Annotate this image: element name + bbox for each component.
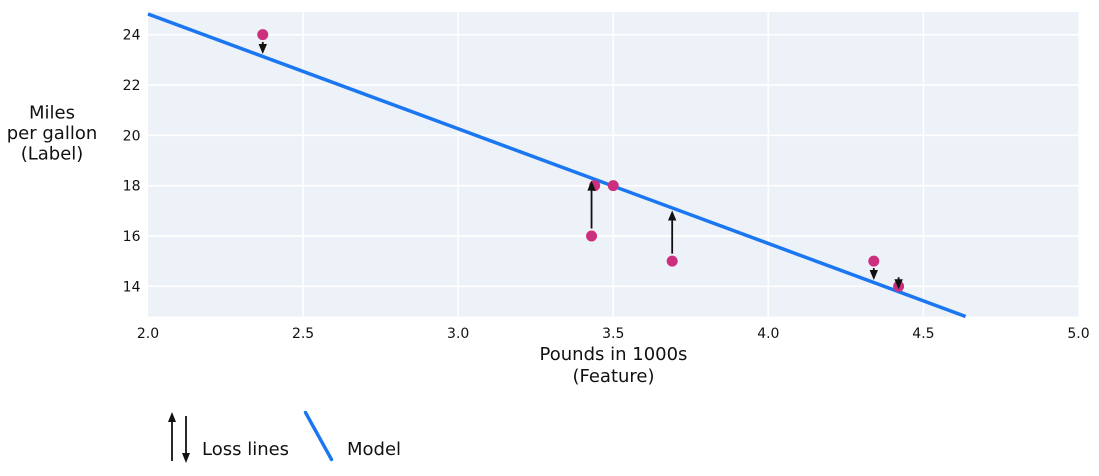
legend-model-line-icon [303,410,334,462]
y-tick-label: 24 [123,28,141,44]
loss-arrow [587,180,596,229]
data-point [257,29,269,41]
loss-arrow [667,210,677,254]
y-axis-label-line3: (Label) [21,144,84,165]
model-line [147,12,967,319]
x-tick-label: 5.0 [1067,326,1089,342]
loss-arrow [894,277,903,290]
data-points [257,29,905,292]
legend-loss-label: Loss lines [202,439,289,460]
y-axis-label-line1: Miles [29,103,75,124]
y-axis-label: Miles per gallon (Label) [7,103,98,165]
x-tick-label: 3.5 [602,326,624,342]
y-tick-label: 20 [123,128,141,144]
x-tick-label: 4.0 [757,326,779,342]
loss-arrow-head [894,279,903,290]
y-axis-label-line2: per gallon [7,123,98,144]
data-point [666,255,678,267]
x-axis-label-line1: Pounds in 1000s [540,344,688,365]
data-point [607,180,619,192]
y-tick-label: 18 [123,179,141,195]
gridlines [148,12,1079,317]
loss-up-arrow-icon [168,412,176,461]
y-tick-label: 22 [123,78,141,94]
loss-arrow-head [258,43,267,54]
x-tick-label: 4.5 [912,326,934,342]
legend: Loss lines Model [168,410,401,463]
loss-arrow-head [869,270,878,281]
loss-arrow [869,268,878,281]
model-line-group [147,12,967,319]
y-tick-labels: 14 16 18 20 22 24 [123,28,141,296]
loss-arrow [258,41,267,54]
x-tick-labels: 2.0 2.5 3.0 3.5 4.0 4.5 5.0 [137,326,1090,342]
legend-model-label: Model [347,439,401,460]
data-point [586,230,598,242]
loss-arrow-head [667,210,677,221]
x-tick-label: 2.0 [137,326,159,342]
x-tick-label: 2.5 [292,326,314,342]
y-tick-label: 16 [123,229,141,245]
data-point [868,255,880,267]
x-axis-label: Pounds in 1000s (Feature) [540,344,688,387]
loss-down-arrow-icon [182,416,190,463]
x-tick-label: 3.0 [447,326,469,342]
loss-arrow-head [587,180,596,191]
y-tick-label: 14 [123,279,141,295]
x-axis-label-line2: (Feature) [572,366,654,387]
loss-arrows [258,41,903,290]
